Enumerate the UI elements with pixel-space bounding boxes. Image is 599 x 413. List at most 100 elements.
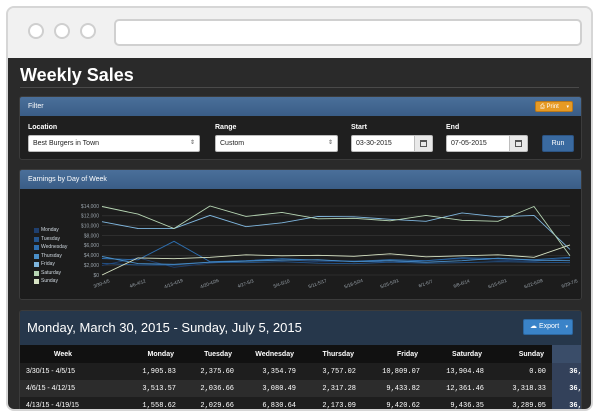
- report-header: Monday, March 30, 2015 - Sunday, July 5,…: [20, 311, 581, 345]
- legend-item[interactable]: Saturday: [34, 269, 67, 278]
- series-line: [101, 205, 571, 257]
- location-label: Location: [28, 124, 58, 131]
- location-select[interactable]: Best Burgers in Town ⇕: [28, 135, 200, 152]
- value-cell: 13,904.48: [426, 363, 490, 380]
- value-cell: 10,809.07: [362, 363, 426, 380]
- print-button[interactable]: ⎙ Print ▾: [535, 101, 573, 112]
- x-tick-label: 5/18-5/24: [344, 278, 364, 289]
- column-header[interactable]: Friday: [362, 345, 426, 363]
- filter-panel: Filter ⎙ Print ▾ Location Best Burgers i…: [19, 96, 582, 160]
- window-minimize-dot[interactable]: [54, 23, 70, 39]
- legend-swatch: [34, 262, 39, 267]
- legend-label: Sunday: [41, 278, 58, 284]
- column-header[interactable]: Week: [20, 345, 114, 363]
- legend-swatch: [34, 279, 39, 284]
- x-tick-label: 6/15-6/21: [488, 278, 508, 289]
- table-row: 4/13/15 - 4/19/15 1,558.62 2,029.66 6,830.6…: [20, 397, 581, 409]
- export-button[interactable]: ☁ Export ▾: [523, 319, 573, 335]
- value-cell: 3,289.05: [490, 397, 552, 409]
- run-button[interactable]: Run: [542, 135, 574, 152]
- column-header[interactable]: Sunday: [490, 345, 552, 363]
- column-header[interactable]: Wednesday: [240, 345, 302, 363]
- start-date-input[interactable]: 03-30-2015: [351, 135, 415, 152]
- calendar-icon: [515, 140, 522, 147]
- x-tick-label: 3/30-4/5: [93, 278, 111, 289]
- value-cell: 9,433.82: [362, 380, 426, 397]
- legend-item[interactable]: Sunday: [34, 277, 67, 286]
- value-cell: 36,738.00: [552, 397, 581, 409]
- value-cell: 3,354.79: [240, 363, 302, 380]
- legend-swatch: [34, 228, 39, 233]
- table-row: 3/30/15 - 4/5/15 1,905.83 2,375.60 3,354.79…: [20, 363, 581, 380]
- range-value: Custom: [220, 140, 245, 147]
- legend-item[interactable]: Monday: [34, 226, 67, 235]
- legend-label: Tuesday: [41, 235, 60, 242]
- column-header[interactable]: Thursday: [302, 345, 362, 363]
- legend-item[interactable]: Wednesday: [34, 243, 67, 252]
- value-cell: 6,830.64: [240, 397, 302, 409]
- end-calendar-button[interactable]: [510, 135, 528, 152]
- column-header[interactable]: Monday: [114, 345, 182, 363]
- browser-toolbar: [8, 8, 591, 58]
- window-close-dot[interactable]: [28, 23, 44, 39]
- browser-window: Weekly Sales Filter ⎙ Print ▾ Location B…: [6, 6, 593, 411]
- report-panel: Monday, March 30, 2015 - Sunday, July 5,…: [19, 310, 582, 409]
- table-body: 3/30/15 - 4/5/15 1,905.83 2,375.60 3,354.79…: [20, 363, 581, 409]
- chart-heading: Earnings by Day of Week: [28, 176, 107, 183]
- title-divider: [20, 87, 579, 88]
- x-tick-label: 4/13-4/19: [164, 278, 184, 289]
- legend-item[interactable]: Friday: [34, 260, 67, 269]
- week-cell: 4/6/15 - 4/12/15: [20, 380, 114, 397]
- start-label: Start: [351, 124, 367, 131]
- legend-label: Wednesday: [41, 244, 68, 250]
- page-title: Weekly Sales: [20, 65, 134, 85]
- column-header[interactable]: Total: [552, 345, 581, 363]
- filter-heading: Filter: [28, 103, 44, 110]
- window-maximize-dot[interactable]: [80, 23, 96, 39]
- column-header[interactable]: Saturday: [426, 345, 490, 363]
- location-value: Best Burgers in Town: [33, 140, 100, 147]
- value-cell: 2,036.66: [182, 380, 240, 397]
- legend-item[interactable]: Thursday: [34, 252, 67, 261]
- y-tick-label: $2,000: [84, 263, 100, 269]
- value-cell: 36,644.98: [552, 363, 581, 380]
- x-tick-label: 6/29-7/5: [561, 278, 579, 289]
- series-line: [101, 256, 571, 265]
- series-line: [101, 244, 571, 276]
- chevron-down-icon: ▾: [565, 324, 568, 330]
- value-cell: 9,420.62: [362, 397, 426, 409]
- value-cell: 36,061.61: [552, 380, 581, 397]
- filter-panel-header: Filter ⎙ Print ▾: [20, 97, 581, 116]
- app-content: Weekly Sales Filter ⎙ Print ▾ Location B…: [8, 58, 591, 409]
- start-calendar-button[interactable]: [415, 135, 433, 152]
- earnings-line-chart: $0 $2,000 $4,000 $6,000 $8,000 $10,000 $12,000…: [81, 204, 579, 289]
- week-cell: 3/30/15 - 4/5/15: [20, 363, 114, 380]
- x-tick-label: 5/4-5/10: [273, 278, 291, 289]
- value-cell: 2,375.60: [182, 363, 240, 380]
- print-label: Print: [546, 104, 559, 110]
- legend-swatch: [34, 245, 39, 250]
- chart-panel: Earnings by Day of Week Monday Tuesday Wed…: [19, 169, 582, 300]
- x-tick-label: 5/11-5/17: [308, 278, 328, 289]
- x-tick-label: 6/8-6/14: [453, 278, 471, 289]
- report-title: Monday, March 30, 2015 - Sunday, July 5,…: [27, 320, 302, 335]
- week-cell: 4/13/15 - 4/19/15: [20, 397, 114, 409]
- value-cell: 0.00: [490, 363, 552, 380]
- legend-swatch: [34, 253, 39, 259]
- column-header[interactable]: Tuesday: [182, 345, 240, 363]
- legend-item[interactable]: Tuesday: [34, 235, 67, 244]
- value-cell: 3,757.02: [302, 363, 362, 380]
- table-row: 4/6/15 - 4/12/15 3,513.57 2,036.66 3,080.49…: [20, 380, 581, 397]
- legend-swatch: [34, 270, 39, 276]
- value-cell: 3,513.57: [114, 380, 182, 397]
- select-arrows-icon: ⇕: [189, 140, 195, 146]
- x-tick-label: 5/25-5/31: [380, 278, 400, 289]
- x-tick-label: 4/27-5/3: [237, 278, 255, 289]
- address-bar[interactable]: [114, 19, 582, 46]
- y-tick-label: $4,000: [84, 253, 100, 259]
- range-select[interactable]: Custom ⇕: [215, 135, 338, 152]
- x-tick-label: 4/6-4/12: [129, 278, 147, 289]
- y-tick-label: $0: [93, 273, 99, 279]
- calendar-icon: [420, 140, 427, 147]
- end-date-input[interactable]: 07-05-2015: [446, 135, 510, 152]
